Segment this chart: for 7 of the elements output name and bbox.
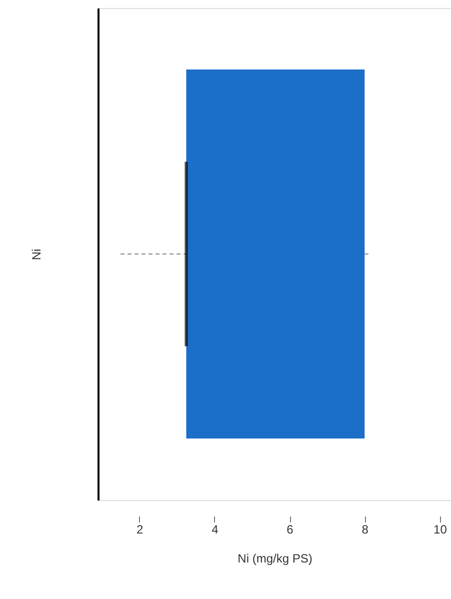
x-tick-label: 10 [434, 522, 448, 536]
x-tick-label: 2 [136, 522, 144, 536]
x-tick-label: 8 [362, 522, 369, 536]
y-axis-title: Ni [30, 248, 44, 260]
x-axis-title: Ni (mg/kg PS) [238, 552, 312, 566]
x-tick-label: 4 [212, 522, 219, 536]
x-tick-label: 6 [286, 522, 294, 536]
